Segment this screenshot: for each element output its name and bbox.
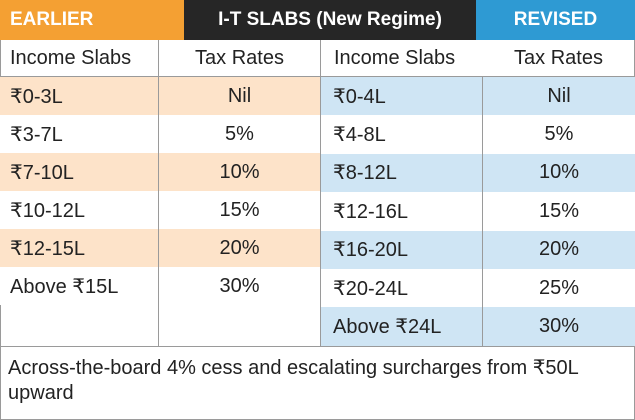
header-rule (0, 76, 635, 77)
revised-row-4-slab: ₹12-16L (321, 192, 482, 231)
table-bottom-rule (0, 346, 635, 347)
earlier-col-slab-header: Income Slabs (10, 46, 132, 69)
divider-revised-cols (482, 76, 483, 346)
revised-header: REVISED (476, 0, 635, 40)
divider-tables (320, 40, 321, 346)
revised-row-2-rate: 5% (483, 115, 635, 154)
divider-earlier-cols (158, 40, 159, 346)
revised-row-5-slab: ₹16-20L (321, 230, 482, 269)
earlier-row-5-rate: 20% (159, 229, 320, 267)
revised-row-7-slab: Above ₹24L (321, 307, 482, 346)
earlier-row-4-rate: 15% (159, 191, 320, 229)
earlier-header: EARLIER (0, 0, 184, 40)
revised-row-2-slab: ₹4-8L (321, 115, 482, 154)
revised-row-1-rate: Nil (483, 77, 635, 116)
revised-row-1-slab: ₹0-4L (321, 77, 482, 116)
earlier-row-1-rate: Nil (159, 77, 320, 115)
revised-col-slab-header: Income Slabs (334, 46, 456, 69)
revised-row-5-rate: 20% (483, 230, 635, 269)
earlier-row-6-slab: Above ₹15L (0, 267, 158, 305)
revised-row-3-rate: 10% (483, 153, 635, 193)
revised-row-3-slab: ₹8-12L (321, 153, 482, 193)
earlier-row-6-rate: 30% (159, 267, 320, 305)
footnote: Across-the-board 4% cess and escalating … (8, 357, 579, 404)
revised-row-7-rate: 30% (483, 307, 635, 346)
earlier-row-2-rate: 5% (159, 115, 320, 153)
table-title: I-T SLABS (New Regime) (184, 0, 476, 40)
earlier-row-1-slab: ₹0-3L (0, 77, 158, 115)
earlier-row-4-slab: ₹10-12L (0, 191, 158, 229)
revised-row-4-rate: 15% (483, 192, 635, 231)
earlier-row-2-slab: ₹3-7L (0, 115, 158, 153)
earlier-row-5-slab: ₹12-15L (0, 229, 158, 267)
revised-row-6-rate: 25% (483, 269, 635, 308)
revised-col-rate-header: Tax Rates (514, 46, 603, 69)
revised-row-6-slab: ₹20-24L (321, 269, 482, 308)
earlier-col-rate-header: Tax Rates (195, 46, 284, 69)
earlier-row-3-rate: 10% (159, 153, 320, 191)
earlier-row-3-slab: ₹7-10L (0, 153, 158, 191)
